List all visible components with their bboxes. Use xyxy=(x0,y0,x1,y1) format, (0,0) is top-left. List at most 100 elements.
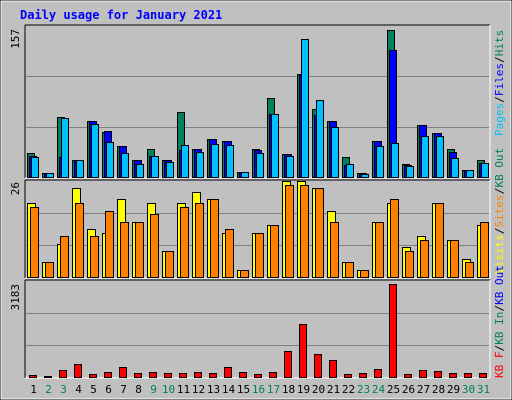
day-label-23: 23 xyxy=(357,383,370,396)
kb-f-bar-day-10 xyxy=(164,373,172,378)
sites-bar-day-31 xyxy=(480,222,489,278)
kb-f-bar-day-14 xyxy=(224,367,232,378)
top-panel-max-label: 157 xyxy=(9,29,22,49)
sites-bar-day-25 xyxy=(390,199,399,278)
kb-f-bar-day-27 xyxy=(419,370,427,378)
kb-f-bar-day-8 xyxy=(134,373,142,378)
sites-bar-day-3 xyxy=(60,236,69,278)
sites-bar-day-5 xyxy=(90,236,99,278)
legend-separator: / xyxy=(493,305,506,312)
sites-bar-day-8 xyxy=(135,222,144,278)
sites-bar-day-14 xyxy=(225,229,234,278)
kb-f-bar-day-12 xyxy=(194,372,202,378)
day-label-28: 28 xyxy=(432,383,445,396)
kb-f-bar-day-24 xyxy=(374,369,382,378)
kb-f-bar-day-9 xyxy=(149,372,157,378)
day-label-26: 26 xyxy=(402,383,415,396)
sites-bar-day-20 xyxy=(315,188,324,278)
day-label-16: 16 xyxy=(252,383,265,396)
sites-bar-day-22 xyxy=(345,262,354,278)
kb-f-bar-day-2 xyxy=(44,376,52,378)
sites-bar-day-11 xyxy=(180,207,189,278)
day-label-13: 13 xyxy=(207,383,220,396)
legend-kb-f: KB F xyxy=(493,352,506,379)
kb-f-bar-day-15 xyxy=(239,372,247,378)
legend-pages: Pages xyxy=(493,103,506,136)
day-label-6: 6 xyxy=(105,383,112,396)
sites-bar-day-13 xyxy=(210,199,219,278)
kb-f-bar-day-31 xyxy=(479,373,487,378)
sites-bar-day-21 xyxy=(330,222,339,278)
bottom-panel xyxy=(24,279,491,379)
day-label-1: 1 xyxy=(30,383,37,396)
bottom-panel-plot-area xyxy=(25,280,490,378)
kb-f-bar-day-17 xyxy=(269,372,277,378)
day-label-24: 24 xyxy=(372,383,386,396)
pages-bar-day-30 xyxy=(466,170,474,178)
pages-bar-day-21 xyxy=(331,127,339,178)
kb-f-bar-day-18 xyxy=(284,351,292,378)
day-label-11: 11 xyxy=(177,383,190,396)
pages-bar-day-9 xyxy=(151,156,159,178)
kb-f-bar-day-29 xyxy=(449,373,457,378)
day-label-7: 7 xyxy=(120,383,127,396)
sites-bar-day-15 xyxy=(240,270,249,278)
sites-bar-day-19 xyxy=(300,185,309,278)
sites-bar-day-17 xyxy=(270,225,279,278)
kb-f-bar-day-23 xyxy=(359,373,367,378)
day-label-15: 15 xyxy=(237,383,250,396)
bottom-panel-max-label: 3183 xyxy=(9,284,22,311)
kb-f-bar-day-4 xyxy=(74,364,82,378)
legend-separator: / xyxy=(493,188,506,195)
sites-bar-day-18 xyxy=(285,185,294,278)
sites-bar-day-30 xyxy=(465,262,474,278)
pages-bar-day-24 xyxy=(376,146,384,178)
sites-bar-day-12 xyxy=(195,203,204,278)
day-label-30: 30 xyxy=(462,383,475,396)
legend-separator: / xyxy=(493,96,506,103)
pages-bar-day-20 xyxy=(316,100,324,178)
pages-bar-day-26 xyxy=(406,166,414,178)
day-label-2: 2 xyxy=(45,383,52,396)
kb-f-bar-day-21 xyxy=(329,360,337,378)
pages-bar-day-10 xyxy=(166,162,174,178)
sites-bar-day-10 xyxy=(165,251,174,278)
legend-kb-in: KB In xyxy=(493,312,506,345)
kb-f-bar-day-25 xyxy=(389,284,397,378)
pages-bar-day-28 xyxy=(436,136,444,178)
middle-panel xyxy=(24,179,491,279)
legend-sites: Sites xyxy=(493,194,506,227)
pages-bar-day-7 xyxy=(121,153,129,178)
day-label-9: 9 xyxy=(150,383,157,396)
kb-f-bar-day-1 xyxy=(29,375,37,378)
pages-bar-day-25 xyxy=(391,143,399,178)
pages-bar-day-31 xyxy=(481,163,489,178)
sites-bar-day-2 xyxy=(45,262,54,278)
kb-f-bar-day-16 xyxy=(254,374,262,378)
pages-bar-day-29 xyxy=(451,158,459,178)
kb-f-bar-day-11 xyxy=(179,373,187,378)
pages-bar-day-27 xyxy=(421,136,429,178)
legend-files: Files xyxy=(493,63,506,96)
top-panel-legend: Pages/Files/Hits xyxy=(493,30,506,136)
middle-panel-legend: Visits/Sites/KB Out xyxy=(493,148,506,274)
sites-bar-day-1 xyxy=(30,207,39,278)
day-labels: 1 2 3 4 5 6 7 8 9 10 11 12 13 14 15 16 17 18 19 20 21 22 23 24 2… xyxy=(30,383,490,396)
day-label-14: 14 xyxy=(222,383,236,396)
day-label-22: 22 xyxy=(342,383,355,396)
day-label-17: 17 xyxy=(267,383,280,396)
sites-bar-day-28 xyxy=(435,203,444,278)
day-label-12: 12 xyxy=(192,383,205,396)
pages-bar-day-18 xyxy=(286,156,294,178)
day-label-27: 27 xyxy=(417,383,430,396)
pages-bar-day-11 xyxy=(181,145,189,178)
pages-bar-day-6 xyxy=(106,142,114,178)
legend-kb-out: KB Out xyxy=(493,148,506,188)
day-label-5: 5 xyxy=(90,383,97,396)
kb-f-bar-day-20 xyxy=(314,354,322,378)
day-label-20: 20 xyxy=(312,383,325,396)
pages-bar-day-15 xyxy=(241,172,249,178)
legend-visits: Visits xyxy=(493,234,506,274)
sites-bar-day-16 xyxy=(255,233,264,278)
